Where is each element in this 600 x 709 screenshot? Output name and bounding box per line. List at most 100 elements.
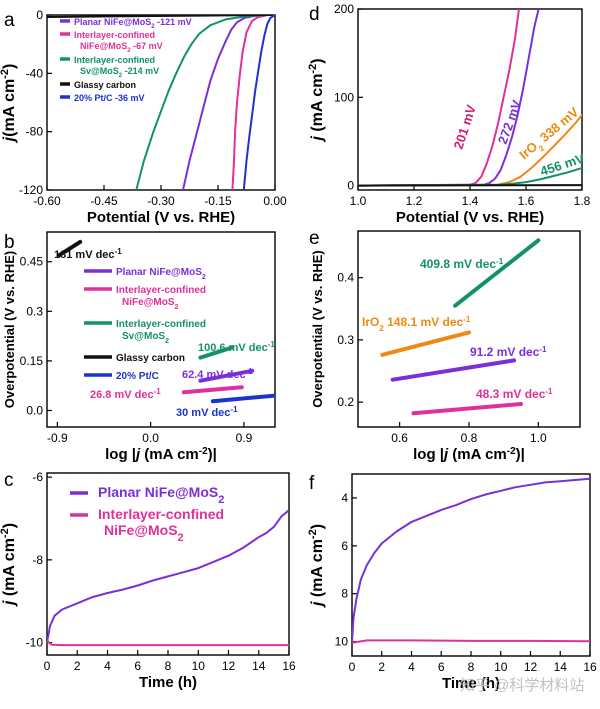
y-tick-label: -80 <box>26 125 44 139</box>
y-tick-label: 0 <box>36 8 43 22</box>
series-line <box>181 385 244 395</box>
series-line <box>198 368 255 383</box>
x-axis-label: Potential (V vs. RHE) <box>396 209 544 226</box>
legend-entry: Interlayer-confined <box>74 30 155 40</box>
series-line <box>182 15 269 190</box>
x-axis-label: Time (h) <box>442 675 500 692</box>
x-axis-label: log |j (mA cm-2)| <box>105 446 217 464</box>
x-tick-label: -0.45 <box>90 194 118 208</box>
y-axis-label: j(mA cm-2) <box>0 64 18 144</box>
x-tick-label: 1.4 <box>462 194 479 208</box>
y-axis-label: Overpotential (V vs. RHE) <box>2 251 17 408</box>
series-line <box>352 639 590 644</box>
x-tick-label: 4 <box>104 659 111 673</box>
series-line <box>390 358 517 382</box>
series-label: 62.4 mV dec-1 <box>182 367 253 382</box>
y-tick-label: -8 <box>32 553 43 567</box>
y-tick-label: 8 <box>341 587 348 601</box>
y-tick-label: 4 <box>341 491 348 505</box>
x-tick-label: 1.6 <box>518 194 535 208</box>
x-axis-label: Time (h) <box>139 674 197 691</box>
series-label: 409.8 mV dec-1 <box>420 257 504 272</box>
series-label: 181 mV dec-1 <box>54 247 122 262</box>
plot-frame <box>46 472 290 656</box>
x-tick-label: 14 <box>252 659 266 673</box>
x-tick-label: 10 <box>192 659 206 673</box>
series-line <box>411 402 523 416</box>
y-tick-label: 0.15 <box>20 354 44 368</box>
y-tick-label: 200 <box>334 2 354 16</box>
series-line <box>358 184 582 187</box>
series-label: 201 mV <box>451 103 479 151</box>
x-tick-label: -0.9 <box>47 431 68 445</box>
x-tick-label: 1.8 <box>574 194 591 208</box>
panel-letter: a <box>4 10 15 31</box>
series-line <box>135 15 265 190</box>
y-axis-label: Overpotential (V vs. RHE) <box>310 250 325 407</box>
legend-entry-line2: Sv@MoS2 <box>122 331 169 345</box>
x-tick-label: 8 <box>165 659 172 673</box>
legend-entry: Interlayer-confined <box>116 285 206 296</box>
x-tick-label: 0.6 <box>391 431 408 445</box>
x-tick-label: 2 <box>378 660 385 674</box>
y-tick-label: 0.3 <box>337 333 354 347</box>
legend-entry: Interlayer-confined <box>98 506 224 522</box>
series-label: IrO2 148.1 mV dec-1 <box>362 315 471 333</box>
x-tick-label: -0.30 <box>147 194 175 208</box>
series-line <box>231 15 269 190</box>
series-line <box>47 639 289 647</box>
x-tick-label: 12 <box>222 659 236 673</box>
y-tick-label: 0.0 <box>26 403 43 417</box>
x-tick-label: 8 <box>468 660 475 674</box>
legend-entry: Planar NiFe@MoS2 <box>116 267 206 281</box>
panel-letter: e <box>309 228 320 249</box>
series-label: 100.6 mV dec-1 <box>198 340 275 355</box>
series-line <box>358 9 540 187</box>
legend-entry-line2: NiFe@MoS2 <box>122 297 179 311</box>
series-line <box>358 9 520 187</box>
x-tick-label: 14 <box>554 660 568 674</box>
x-tick-label: 16 <box>583 660 597 674</box>
x-tick-label: 0 <box>44 659 51 673</box>
y-tick-label: 0.3 <box>26 304 43 318</box>
series-line <box>47 15 275 18</box>
y-tick-label: 10 <box>335 635 349 649</box>
panel-letter: b <box>4 232 15 253</box>
x-tick-label: 1.0 <box>530 431 547 445</box>
panels-layer: -0.60 -0.45 -0.30 -0.15 0.000-40-80-120aPote… <box>0 2 597 692</box>
series-line <box>210 393 275 404</box>
x-tick-label: 6 <box>438 660 445 674</box>
series-line <box>380 330 471 357</box>
legend-entry-line2: Sv@MoS2 -214 mV <box>80 66 159 79</box>
panel-f: 0 2 4 6 8 10 12 14 16 4 6 8 10 f Time (h) j (mA cm-2) <box>307 473 597 692</box>
x-tick-label: 0.8 <box>461 431 478 445</box>
x-tick-label: 0.9 <box>236 431 253 445</box>
y-tick-label: -10 <box>26 636 44 650</box>
legend-entry: Interlayer-confined <box>74 55 155 65</box>
x-tick-label: -0.15 <box>204 194 232 208</box>
panel-letter: f <box>309 473 315 494</box>
legend-entry: Planar NiFe@MoS2 <box>98 484 224 506</box>
x-tick-label: 0.0 <box>142 431 159 445</box>
series-line <box>47 509 289 644</box>
x-tick-label: 6 <box>134 659 141 673</box>
y-tick-label: 0.2 <box>337 395 354 409</box>
x-tick-label: 0.00 <box>263 194 287 208</box>
legend-entry: 20% Pt/C <box>116 371 159 382</box>
x-tick-label: 10 <box>494 660 508 674</box>
x-tick-label: 12 <box>524 660 538 674</box>
y-tick-label: 0.45 <box>20 255 44 269</box>
panel-d: 1.0 1.2 1.4 1.6 1.8 0 100 200 d Potential (V vs. … <box>307 2 591 226</box>
series-line <box>198 345 234 360</box>
series-label: 48.3 mV dec-1 <box>476 387 553 402</box>
watermark-text: 知乎 @科学材料站 <box>460 677 584 694</box>
legend-entry: Glassy carbon <box>116 353 185 364</box>
y-tick-label: 0 <box>347 179 354 193</box>
y-tick-label: 0.4 <box>337 271 354 285</box>
panel-a: -0.60 -0.45 -0.30 -0.15 0.00 0 -40 -80 -120 a Pote… <box>0 8 287 226</box>
panel-c: 0 2 4 6 8 10 12 14 16 -6 -8 -10 c Time (h) j (mA cm-2)… <box>0 470 296 691</box>
legend-entry: 20% Pt/C -36 mV <box>74 93 145 103</box>
y-tick-label: -6 <box>32 470 43 484</box>
y-tick-label: -120 <box>19 183 43 197</box>
